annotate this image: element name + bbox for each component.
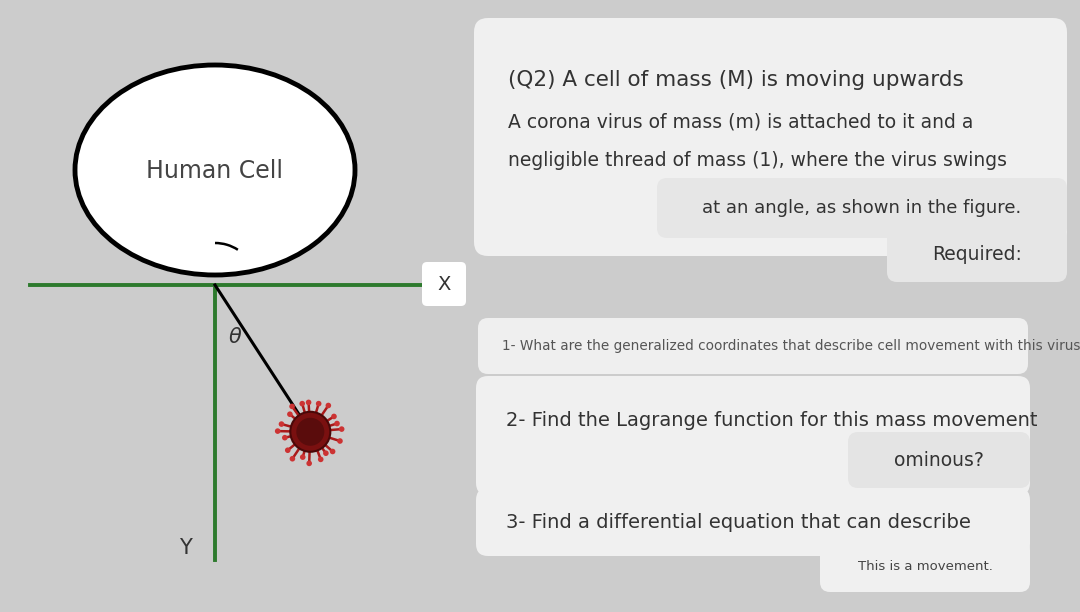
FancyBboxPatch shape — [474, 18, 1067, 256]
Circle shape — [334, 420, 340, 427]
FancyBboxPatch shape — [476, 488, 1030, 556]
Text: θ: θ — [229, 327, 241, 347]
Text: (Q2) A cell of mass (M) is moving upwards: (Q2) A cell of mass (M) is moving upward… — [508, 70, 963, 90]
Text: 3- Find a differential equation that can describe: 3- Find a differential equation that can… — [507, 512, 971, 531]
Circle shape — [285, 447, 291, 453]
Text: This is a movement.: This is a movement. — [858, 559, 993, 572]
Circle shape — [299, 401, 305, 406]
Text: Y: Y — [178, 538, 191, 558]
Text: Human Cell: Human Cell — [147, 159, 283, 183]
FancyBboxPatch shape — [476, 376, 1030, 495]
Text: 2- Find the Lagrange function for this mass movement: 2- Find the Lagrange function for this m… — [507, 411, 1038, 430]
Text: A corona virus of mass (m) is attached to it and a: A corona virus of mass (m) is attached t… — [508, 113, 973, 132]
FancyBboxPatch shape — [122, 149, 308, 193]
Circle shape — [296, 418, 324, 446]
Text: negligible thread of mass (1), where the virus swings: negligible thread of mass (1), where the… — [508, 151, 1007, 170]
Circle shape — [279, 421, 284, 427]
Ellipse shape — [75, 65, 355, 275]
Circle shape — [325, 403, 332, 408]
Circle shape — [287, 411, 293, 417]
FancyBboxPatch shape — [478, 318, 1028, 374]
Circle shape — [339, 427, 345, 432]
Text: Required:: Required: — [932, 245, 1022, 264]
Circle shape — [282, 435, 287, 441]
Circle shape — [332, 414, 337, 419]
Circle shape — [291, 412, 330, 452]
Circle shape — [315, 401, 322, 406]
FancyBboxPatch shape — [820, 540, 1030, 592]
Text: at an angle, as shown in the figure.: at an angle, as shown in the figure. — [702, 199, 1022, 217]
Circle shape — [289, 456, 295, 461]
Circle shape — [337, 438, 342, 444]
FancyBboxPatch shape — [422, 262, 465, 306]
FancyBboxPatch shape — [887, 226, 1067, 282]
Circle shape — [289, 403, 295, 409]
Circle shape — [307, 461, 312, 466]
Circle shape — [306, 400, 311, 405]
FancyBboxPatch shape — [657, 178, 1067, 238]
FancyBboxPatch shape — [848, 432, 1030, 488]
Text: X: X — [437, 275, 450, 294]
Circle shape — [318, 457, 324, 462]
Text: 1- What are the generalized coordinates that describe cell movement with this vi: 1- What are the generalized coordinates … — [502, 339, 1080, 353]
Circle shape — [300, 454, 306, 460]
Text: ominous?: ominous? — [894, 450, 984, 469]
Circle shape — [323, 450, 328, 456]
Circle shape — [275, 428, 281, 434]
Circle shape — [329, 449, 336, 454]
